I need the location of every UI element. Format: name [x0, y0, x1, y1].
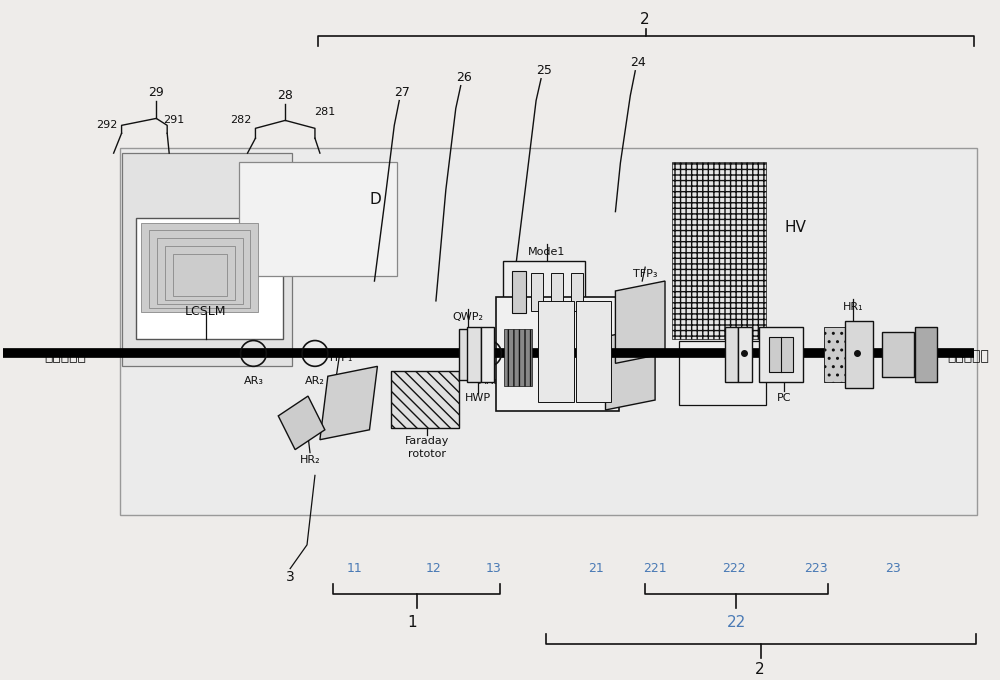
- Bar: [571, 273, 583, 311]
- Text: 221: 221: [643, 562, 667, 575]
- Text: 22: 22: [727, 615, 746, 630]
- Polygon shape: [320, 367, 377, 440]
- Text: 2: 2: [754, 662, 764, 677]
- Text: 292: 292: [96, 120, 117, 131]
- Bar: [915, 326, 937, 382]
- Text: 13: 13: [486, 562, 501, 575]
- Polygon shape: [606, 326, 655, 410]
- Bar: [467, 326, 481, 382]
- Bar: [538, 301, 574, 402]
- Bar: [882, 332, 914, 377]
- Text: 11: 11: [347, 562, 362, 575]
- Polygon shape: [615, 281, 665, 363]
- Text: TFP₂: TFP₂: [623, 393, 647, 403]
- Text: Faraday: Faraday: [405, 436, 449, 445]
- Text: 27: 27: [394, 86, 410, 99]
- Polygon shape: [278, 396, 325, 449]
- Text: 26: 26: [456, 71, 472, 84]
- Text: HR₁: HR₁: [843, 302, 864, 312]
- Text: Mode1: Mode1: [528, 248, 566, 257]
- Bar: [759, 326, 803, 382]
- Bar: [504, 328, 532, 386]
- Text: AR₁: AR₁: [479, 376, 498, 386]
- Text: 223: 223: [804, 562, 828, 575]
- Text: HR₂: HR₂: [300, 454, 320, 464]
- Bar: [824, 326, 845, 382]
- Bar: [459, 328, 477, 380]
- Text: HV: HV: [785, 220, 807, 235]
- Text: 281: 281: [314, 107, 335, 118]
- Bar: [157, 239, 243, 304]
- Bar: [531, 273, 543, 311]
- Text: 3: 3: [286, 570, 295, 583]
- Text: 28: 28: [277, 89, 293, 102]
- Bar: [122, 153, 292, 367]
- Text: PC: PC: [777, 393, 791, 403]
- Text: 282: 282: [230, 116, 251, 125]
- Bar: [738, 326, 752, 382]
- Bar: [725, 326, 738, 382]
- Text: 24: 24: [630, 56, 646, 69]
- Bar: [503, 261, 585, 319]
- Bar: [512, 271, 526, 313]
- Text: D: D: [370, 192, 381, 207]
- Bar: [672, 162, 766, 339]
- Text: 25: 25: [536, 65, 552, 78]
- Text: 291: 291: [164, 116, 185, 125]
- Text: 21: 21: [588, 562, 603, 575]
- Text: QWP₂: QWP₂: [452, 311, 483, 322]
- Bar: [239, 162, 397, 276]
- Text: 2: 2: [640, 12, 650, 27]
- Text: LCSLM: LCSLM: [185, 305, 227, 318]
- Bar: [120, 148, 977, 515]
- Bar: [769, 337, 793, 372]
- Text: TFP₃: TFP₃: [633, 269, 657, 279]
- Bar: [391, 371, 459, 428]
- Bar: [173, 254, 227, 296]
- Bar: [391, 371, 459, 428]
- Text: 出射放大光: 出射放大光: [948, 350, 990, 363]
- Bar: [481, 326, 494, 382]
- Text: 1: 1: [407, 615, 417, 630]
- Bar: [576, 301, 611, 402]
- Text: 222: 222: [723, 562, 746, 575]
- Bar: [149, 231, 250, 308]
- Text: 入射种子光: 入射种子光: [44, 350, 86, 363]
- Text: rototor: rototor: [408, 449, 446, 458]
- Bar: [551, 273, 563, 311]
- Text: QWP₁: QWP₁: [718, 393, 749, 403]
- Bar: [679, 341, 766, 405]
- Bar: [165, 246, 235, 300]
- Bar: [845, 321, 873, 388]
- Text: AR₃: AR₃: [243, 376, 263, 386]
- Bar: [496, 297, 619, 411]
- Text: TFP₁: TFP₁: [328, 354, 352, 363]
- Bar: [136, 218, 283, 339]
- Text: HWP: HWP: [465, 393, 491, 403]
- Text: 29: 29: [148, 86, 164, 99]
- Bar: [141, 222, 258, 312]
- Text: 23: 23: [885, 562, 901, 575]
- Text: 12: 12: [426, 562, 442, 575]
- Text: AR₂: AR₂: [305, 376, 325, 386]
